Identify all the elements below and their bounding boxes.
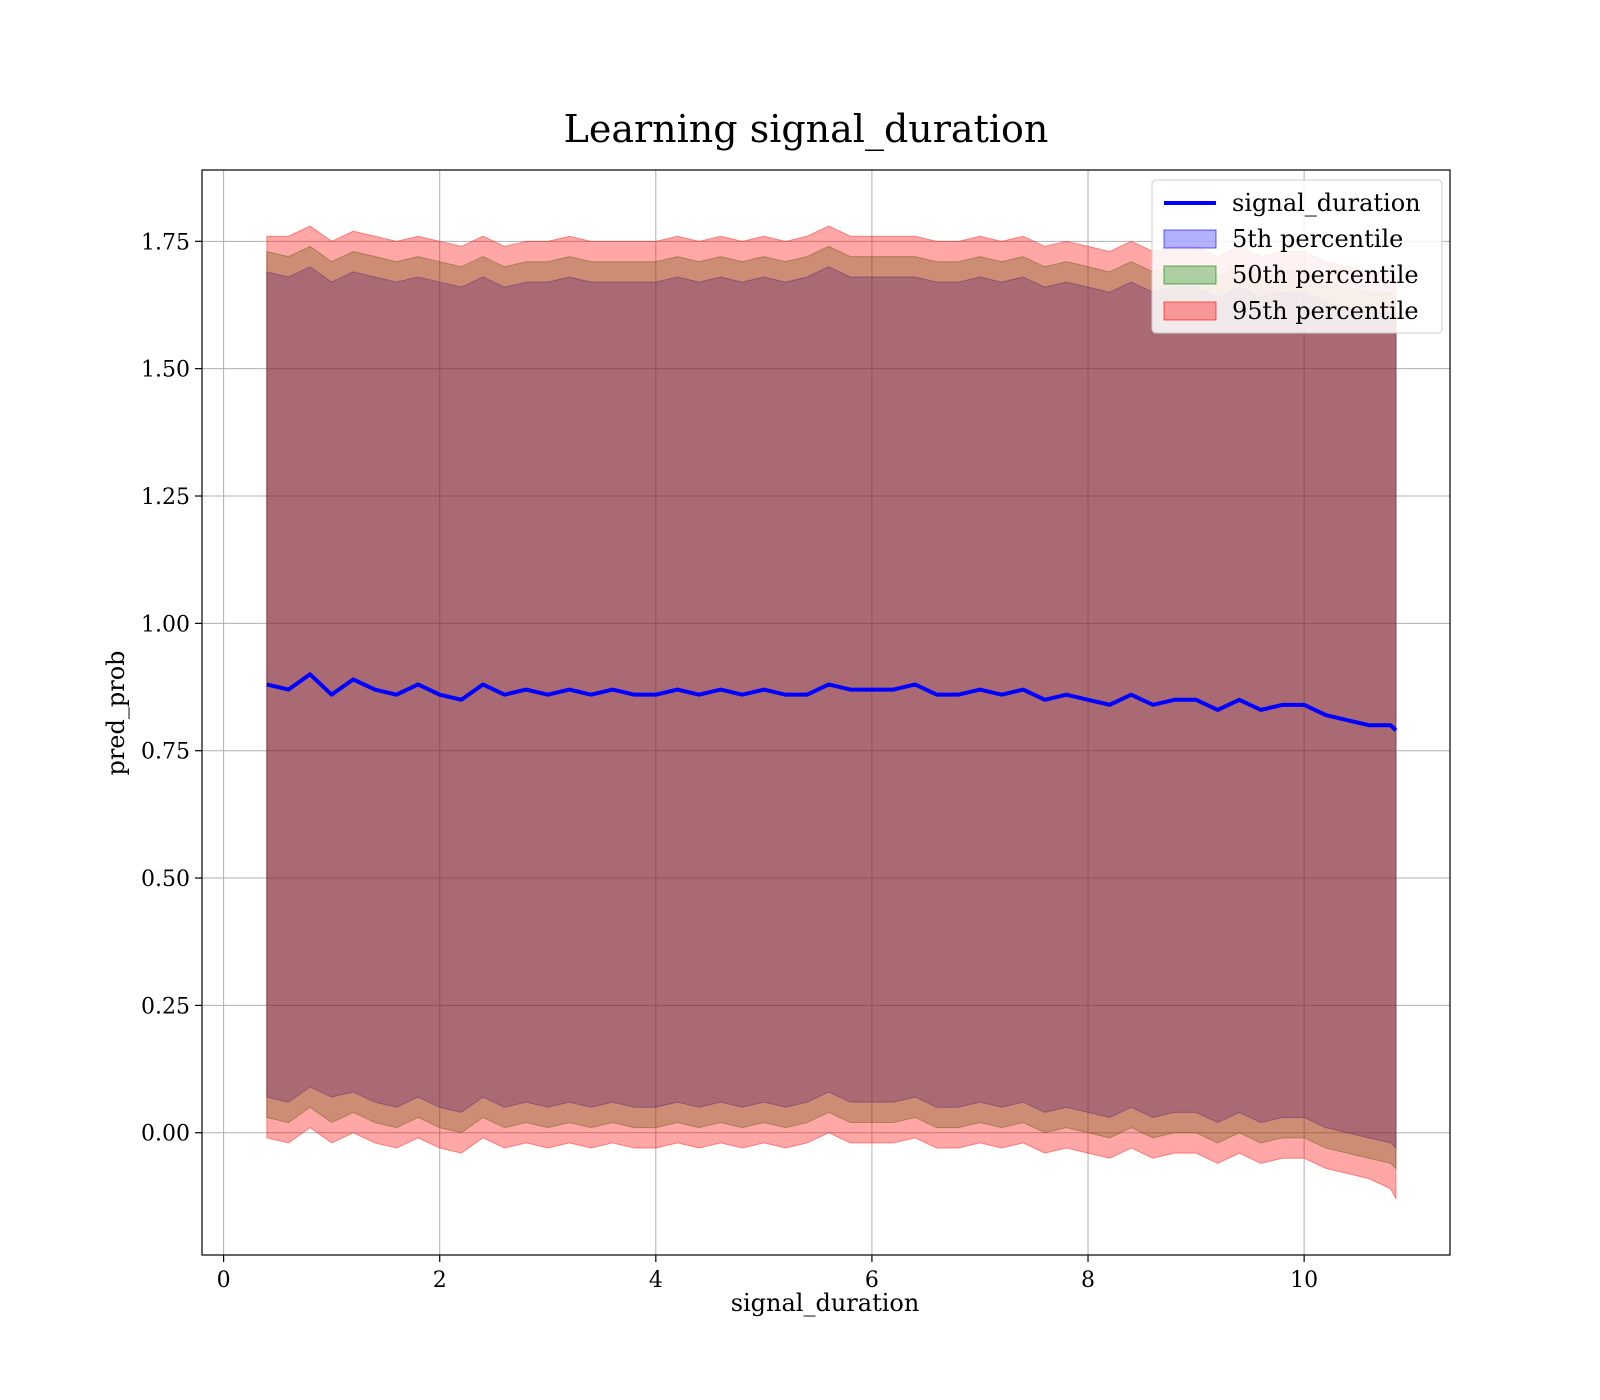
series-lines	[266, 672, 1398, 732]
x-tick-label: 6	[865, 1268, 879, 1293]
y-tick-label: 1.50	[141, 358, 190, 383]
legend-swatch-patch	[1163, 265, 1217, 285]
legend-entry: 50th percentile	[1232, 261, 1419, 289]
series-line-signal_duration	[266, 672, 1398, 732]
legend-swatch-patch	[1163, 229, 1217, 249]
x-tick-label: 0	[217, 1268, 231, 1293]
y-tick-label: 0.50	[141, 867, 190, 892]
grid	[202, 170, 1450, 1255]
y-tick-label: 0.25	[141, 994, 190, 1019]
x-tick-label: 10	[1290, 1268, 1318, 1293]
legend: signal_duration 5th percentile 50th percen…	[1151, 179, 1443, 334]
legend-swatch-patch	[1163, 301, 1217, 321]
band-5th-percentile	[266, 266, 1397, 1150]
band-50th-percentile	[266, 245, 1397, 1170]
y-tick-label: 1.00	[141, 612, 190, 637]
x-axis-label: signal_duration	[731, 1289, 920, 1317]
y-tick-label: 0.75	[141, 740, 190, 765]
legend-entry: 5th percentile	[1232, 225, 1403, 253]
plot-frame	[201, 169, 1451, 1256]
band-95th-percentile	[266, 225, 1397, 1200]
x-tick-label: 4	[649, 1268, 663, 1293]
percentile-bands	[266, 225, 1397, 1200]
y-tick-label: 1.25	[141, 485, 190, 510]
x-tick-label: 8	[1081, 1268, 1095, 1293]
y-tick-label: 0.00	[141, 1122, 190, 1147]
y-tick-label: 1.75	[141, 230, 190, 255]
legend-entry: signal_duration	[1232, 189, 1421, 217]
legend-entry: 95th percentile	[1232, 297, 1419, 325]
chart-title: Learning signal_duration	[564, 107, 1049, 152]
y-axis-label: pred_prob	[102, 650, 130, 775]
ticks: 0 2 4 6 8 10 0.00 0.25 0.50 0.75 1.00 1.25 1.50 1.75	[141, 230, 1318, 1293]
x-tick-label: 2	[433, 1268, 447, 1293]
legend-box	[1151, 179, 1443, 334]
